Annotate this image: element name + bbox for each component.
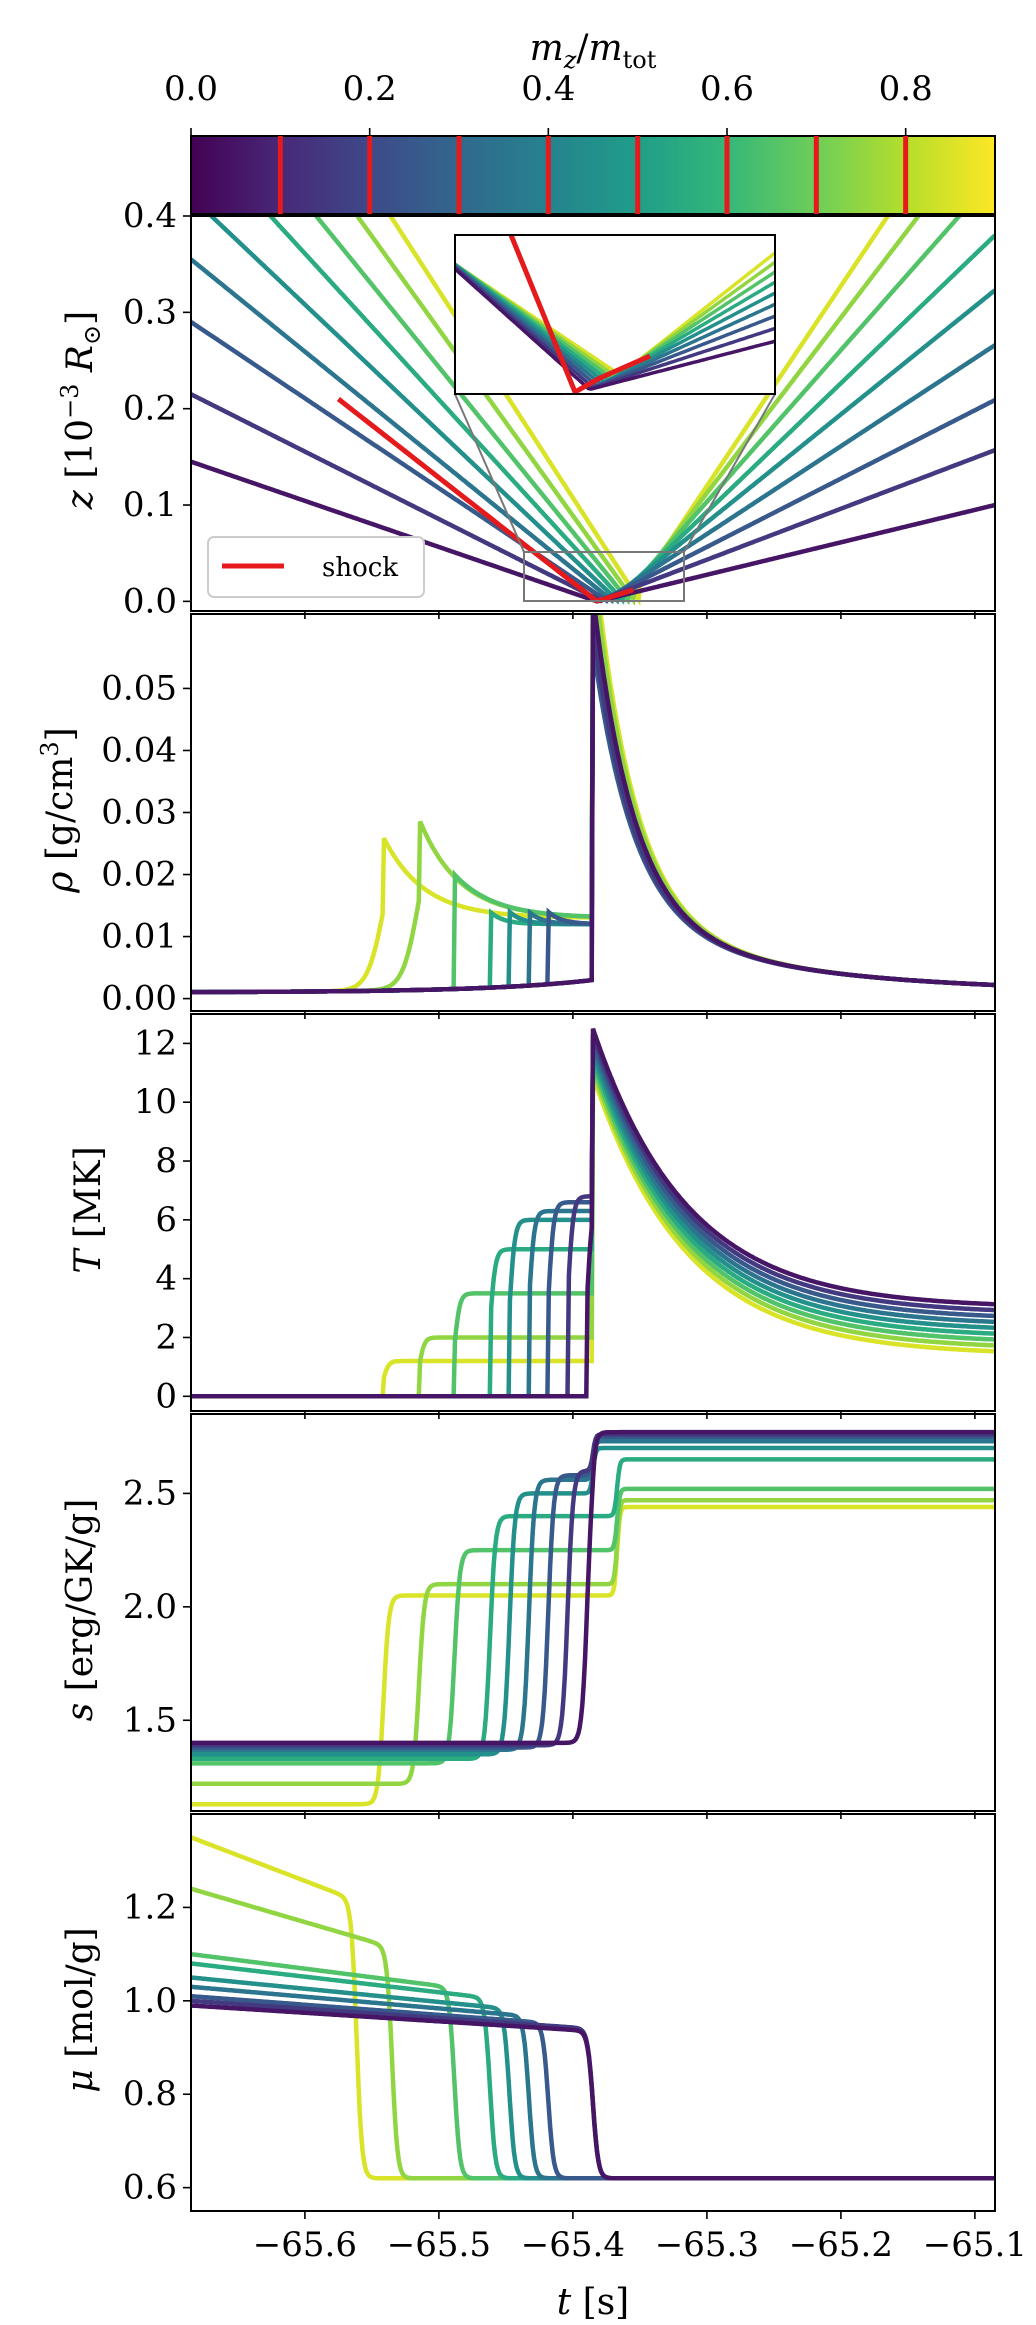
xlabel: t [s] bbox=[557, 2282, 629, 2323]
colorbar-label: mz/mtot bbox=[530, 28, 657, 74]
y-tick-label: 1.0 bbox=[123, 1981, 177, 2021]
series-line-6 bbox=[191, 1486, 995, 1766]
x-tick-label: −65.6 bbox=[253, 2225, 357, 2265]
inset-series-1 bbox=[455, 266, 775, 390]
y-tick-label: 0.04 bbox=[101, 730, 177, 770]
zoom-box bbox=[523, 551, 685, 602]
panel-mu: 0.6 0.8 1.0 1.2 −65.6 −65.5 −65.4 −65.3 −65.2 −65… bbox=[123, 1813, 1027, 2265]
y-tick-label: 0.03 bbox=[101, 793, 177, 833]
y-tick-label: 0.8 bbox=[123, 2074, 177, 2114]
axis-frame bbox=[190, 1013, 996, 1412]
series-line-8 bbox=[387, 216, 891, 606]
series-line-0 bbox=[191, 614, 995, 995]
series-line-8 bbox=[191, 1504, 995, 1807]
colorbar-tick-label: 0.8 bbox=[879, 69, 933, 109]
colorbar-tick-label: 0.6 bbox=[700, 69, 754, 109]
colorbar-tick-label: 0.0 bbox=[164, 69, 218, 109]
series-line-7 bbox=[354, 216, 922, 606]
series-line-7 bbox=[191, 1497, 995, 1787]
colorbar-tick-label: 0.2 bbox=[343, 69, 397, 109]
y-tick-label: 0.4 bbox=[123, 196, 177, 236]
ylabel-rho: ρ [g/cm3] bbox=[36, 727, 81, 893]
legend: shock bbox=[207, 536, 425, 598]
series-group bbox=[191, 216, 995, 606]
y-tick-label: 2.0 bbox=[123, 1587, 177, 1627]
series-line-5 bbox=[267, 216, 995, 605]
y-tick-label: 1.2 bbox=[123, 1887, 177, 1927]
shock-line bbox=[336, 397, 634, 604]
y-tick-label: 0.00 bbox=[101, 979, 177, 1019]
y-tick-label: 0.01 bbox=[101, 917, 177, 957]
ylabel-mu: μ [mol/g] bbox=[60, 1927, 101, 2092]
ylabel-T: T [MK] bbox=[68, 1146, 109, 1273]
legend-box bbox=[207, 536, 425, 598]
axis-frame bbox=[190, 215, 996, 612]
colorbar: 0.0 0.2 0.4 0.6 0.8 mz/mtot bbox=[164, 28, 996, 215]
series-group bbox=[191, 1835, 995, 2181]
series-line-6 bbox=[313, 216, 963, 606]
y-tick-label: 0.6 bbox=[123, 2168, 177, 2208]
zoom-connector-left bbox=[454, 393, 525, 553]
ylabel-z: z [10−3 R⊙] bbox=[56, 311, 106, 510]
series-group bbox=[191, 614, 995, 995]
y-tick-label: 6 bbox=[155, 1200, 177, 1240]
inset-frame bbox=[454, 234, 776, 395]
y-tick-label: 1.5 bbox=[123, 1700, 177, 1740]
y-tick-label: 2 bbox=[155, 1317, 177, 1357]
y-tick-label: 0 bbox=[155, 1376, 177, 1416]
inset-shock bbox=[508, 235, 652, 394]
y-tick-label: 8 bbox=[155, 1141, 177, 1181]
y-tick-label: 0.0 bbox=[123, 581, 177, 621]
axis-frame bbox=[190, 1413, 996, 1812]
y-tick-label: 0.3 bbox=[123, 292, 177, 332]
series-line-0 bbox=[191, 1429, 995, 1746]
y-tick-label: 10 bbox=[134, 1082, 177, 1122]
series-group bbox=[191, 1429, 995, 1807]
y-tick-label: 0.02 bbox=[101, 855, 177, 895]
series-line-3 bbox=[191, 257, 995, 605]
x-tick-label: −65.5 bbox=[387, 2225, 491, 2265]
colorbar-gradient bbox=[190, 135, 996, 215]
inset-lines bbox=[455, 235, 775, 394]
y-tick-label: 12 bbox=[134, 1023, 177, 1063]
series-line-0 bbox=[191, 1028, 995, 1399]
y-tick-label: 4 bbox=[155, 1259, 177, 1299]
y-tick-label: 0.05 bbox=[101, 668, 177, 708]
inset-series-0 bbox=[455, 267, 775, 391]
zoom-connector-right bbox=[683, 393, 776, 553]
panel-z: 0.0 0.1 0.2 0.3 0.4 shock bbox=[123, 196, 996, 621]
inset bbox=[454, 234, 776, 395]
series-line-2 bbox=[191, 320, 995, 604]
colorbar-tick-label: 0.4 bbox=[521, 69, 575, 109]
panel-rho: 0.00 0.01 0.02 0.03 0.04 0.05 bbox=[101, 613, 996, 1019]
panel-s: 1.5 2.0 2.5 bbox=[123, 1413, 996, 1819]
series-line-4 bbox=[208, 216, 995, 605]
x-tick-label: −65.2 bbox=[789, 2225, 893, 2265]
panel-T: 0 2 4 6 8 10 12 bbox=[134, 1013, 996, 1419]
series-line-7 bbox=[191, 1886, 995, 2181]
y-tick-label: 0.2 bbox=[123, 389, 177, 429]
x-tick-label: −65.3 bbox=[655, 2225, 759, 2265]
y-tick-label: 0.1 bbox=[123, 485, 177, 525]
series-line-0 bbox=[191, 2003, 995, 2181]
series-group bbox=[191, 1028, 995, 1399]
ylabel-s: s [erg/GK/g] bbox=[60, 1499, 101, 1722]
legend-label: shock bbox=[322, 553, 398, 583]
axis-frame bbox=[190, 1813, 996, 2212]
x-tick-label: −65.4 bbox=[521, 2225, 625, 2265]
y-tick-label: 2.5 bbox=[123, 1473, 177, 1513]
x-tick-label: −65.1 bbox=[923, 2225, 1027, 2265]
